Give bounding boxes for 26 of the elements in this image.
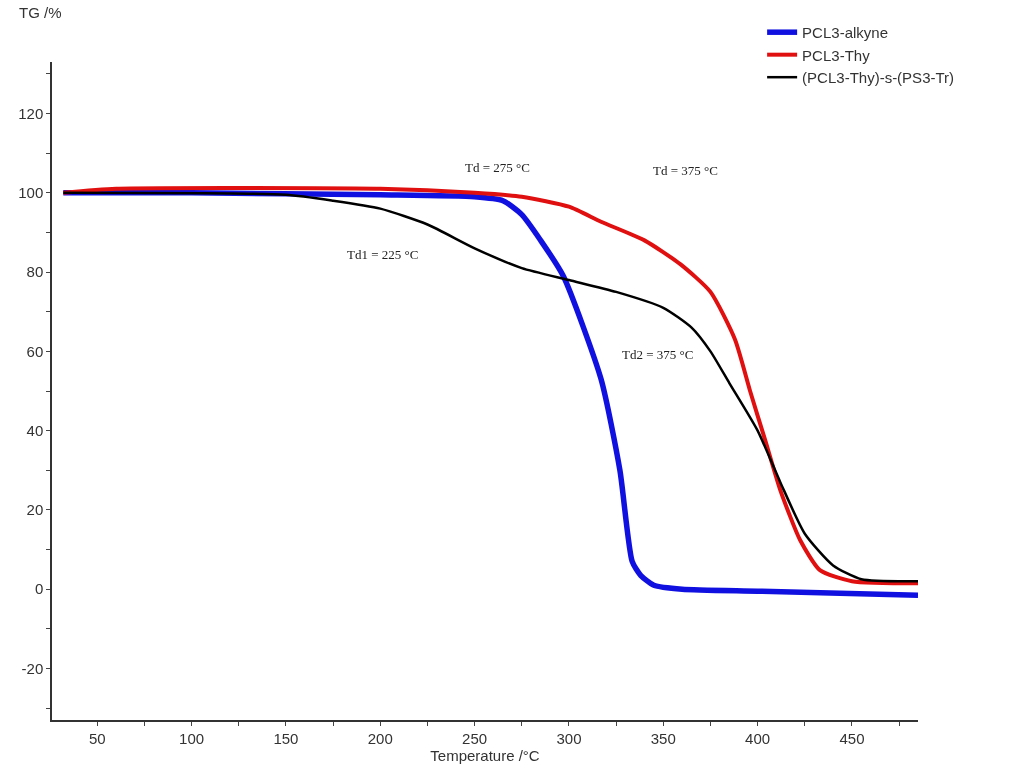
y-tick-label: 0 [34,580,44,598]
legend-label: PCL3-Thy [802,46,871,64]
y-tick-label: 40 [26,421,44,439]
y-tick-label: 120 [18,104,44,122]
y-tick-label: 20 [26,501,44,519]
y-tick-label: 100 [18,184,44,202]
x-tick-label: 450 [839,729,865,747]
x-tick-label: 150 [273,729,299,747]
y-tick-label: 60 [26,342,44,360]
x-tick-label: 300 [556,729,582,747]
x-tick-label: 50 [88,729,106,747]
legend-label: (PCL3-Thy)-s-(PS3-Tr) [802,69,955,87]
y-axis-title: TG /% [19,4,62,21]
annotation: Td1 = 225 °C [347,247,419,262]
x-tick-label: 250 [462,729,488,747]
annotation: Td2 = 375 °C [622,347,694,362]
annotation: Td = 375 °C [653,163,718,178]
y-tick-label: 80 [26,263,44,281]
x-tick-label: 400 [745,729,771,747]
x-tick-label: 200 [367,729,393,747]
legend-label: PCL3-alkyne [802,24,889,42]
x-tick-label: 350 [650,729,676,747]
y-tick-label: -20 [21,659,44,677]
x-tick-label: 100 [179,729,205,747]
x-axis-title: Temperature /°C [430,746,540,764]
annotation: Td = 275 °C [465,160,530,175]
